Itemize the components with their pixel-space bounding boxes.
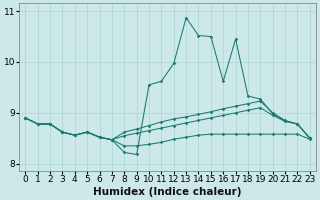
- X-axis label: Humidex (Indice chaleur): Humidex (Indice chaleur): [93, 187, 242, 197]
